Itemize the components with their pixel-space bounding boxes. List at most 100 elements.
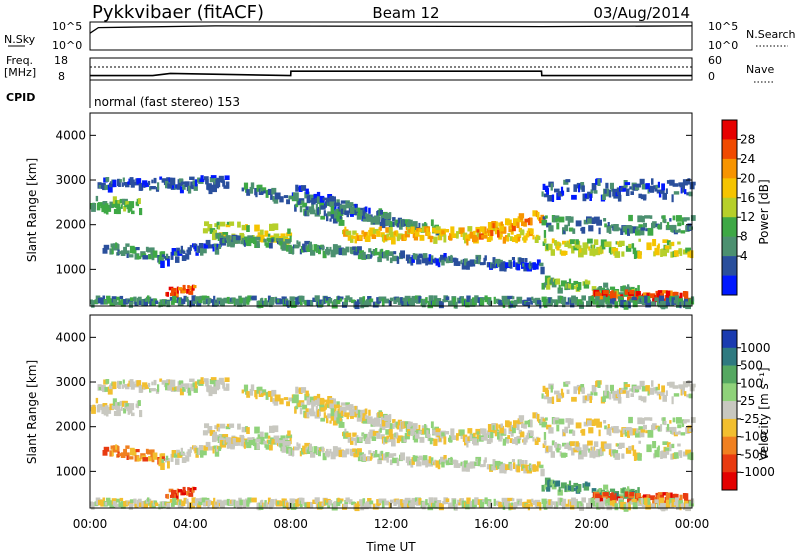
echo-cell — [207, 299, 210, 306]
echo-cell — [621, 185, 627, 191]
echo-cell — [590, 189, 594, 194]
echo-cell — [109, 182, 115, 188]
echo-cell — [651, 380, 654, 387]
echo-cell — [137, 296, 142, 303]
echo-cell — [175, 256, 180, 263]
echo-cell — [95, 397, 99, 404]
echo-cell — [169, 379, 176, 388]
echo-cell — [388, 502, 392, 509]
echo-cell — [619, 240, 625, 246]
echo-cell — [255, 189, 258, 198]
echo-cell — [379, 411, 383, 417]
echo-cell — [460, 435, 463, 439]
echo-cell — [183, 295, 187, 302]
echo-cell — [161, 459, 164, 463]
nsky-tick-bottom: 10^0 — [52, 39, 82, 52]
echo-cell — [339, 204, 346, 211]
echo-cell — [223, 236, 226, 243]
echo-cell — [572, 297, 575, 301]
echo-cell — [111, 405, 117, 410]
echo-cell — [674, 229, 679, 233]
echo-cell — [465, 501, 470, 510]
echo-cell — [205, 179, 209, 185]
echo-cell — [682, 381, 688, 388]
echo-cell — [170, 453, 174, 462]
echo-cell — [321, 446, 325, 453]
echo-cell — [375, 450, 378, 458]
echo-cell — [515, 235, 518, 244]
echo-cell — [330, 212, 336, 219]
echo-cell — [192, 502, 197, 506]
echo-cell — [444, 431, 450, 435]
echo-cell — [605, 182, 609, 189]
freq-series-line — [90, 70, 692, 77]
echo-cell — [287, 228, 291, 234]
echo-cell — [352, 246, 356, 250]
echo-cell — [357, 207, 361, 216]
echo-cell — [326, 448, 329, 453]
echo-cell — [506, 296, 511, 303]
echo-cell — [603, 492, 609, 497]
echo-cell — [669, 381, 675, 388]
echo-cell — [385, 421, 391, 428]
echo-cell — [674, 497, 679, 504]
echo-cell — [612, 298, 616, 305]
echo-cell — [590, 497, 595, 505]
echo-cell — [171, 387, 175, 391]
echo-cell — [222, 181, 225, 187]
echo-cell — [385, 250, 390, 256]
colorbar-tick-label: 4 — [740, 249, 748, 263]
echo-cell — [567, 244, 572, 249]
echo-cell — [541, 393, 544, 399]
echo-cell — [523, 266, 528, 272]
echo-cell — [257, 386, 263, 394]
echo-cell — [581, 295, 586, 301]
echo-cell — [280, 233, 286, 237]
echo-cell — [516, 263, 521, 271]
echo-cell — [425, 258, 428, 266]
echo-cell — [303, 446, 308, 455]
echo-cell — [121, 182, 124, 187]
echo-cell — [121, 384, 124, 389]
echo-cell — [493, 498, 496, 507]
echo-cell — [503, 428, 507, 435]
echo-cell — [267, 435, 271, 439]
echo-cell — [116, 296, 121, 301]
echo-cell — [527, 503, 530, 511]
echo-cell — [151, 179, 154, 184]
echo-cell — [142, 255, 149, 260]
echo-cell — [566, 187, 570, 192]
echo-cell — [320, 407, 326, 412]
echo-cell — [467, 234, 470, 240]
echo-cell — [678, 430, 681, 435]
echo-cell — [494, 228, 497, 235]
echo-cell — [409, 300, 416, 307]
echo-cell — [201, 450, 207, 456]
echo-cell — [166, 177, 171, 181]
echo-cell — [434, 257, 437, 264]
echo-cell — [316, 196, 320, 205]
echo-cell — [271, 389, 277, 397]
echo-cell — [482, 429, 487, 436]
echo-cell — [188, 492, 194, 497]
echo-cell — [674, 295, 679, 302]
echo-cell — [489, 232, 493, 241]
echo-cell — [413, 500, 417, 505]
echo-cell — [214, 448, 220, 457]
echo-cell — [334, 299, 338, 305]
echo-cell — [554, 188, 560, 193]
echo-cell — [628, 243, 632, 249]
echo-cell — [294, 446, 300, 451]
echo-cell — [557, 191, 563, 197]
echo-cell — [558, 445, 562, 449]
echo-cell — [233, 500, 236, 508]
y-tick-label: 3000 — [55, 375, 86, 389]
x-tick-label: 12:00 — [374, 517, 409, 531]
echo-cell — [224, 175, 230, 180]
echo-cell — [226, 423, 232, 427]
echo-cell — [324, 403, 327, 410]
echo-cell — [570, 216, 574, 223]
echo-cell — [251, 235, 255, 239]
echo-cell — [647, 227, 654, 236]
